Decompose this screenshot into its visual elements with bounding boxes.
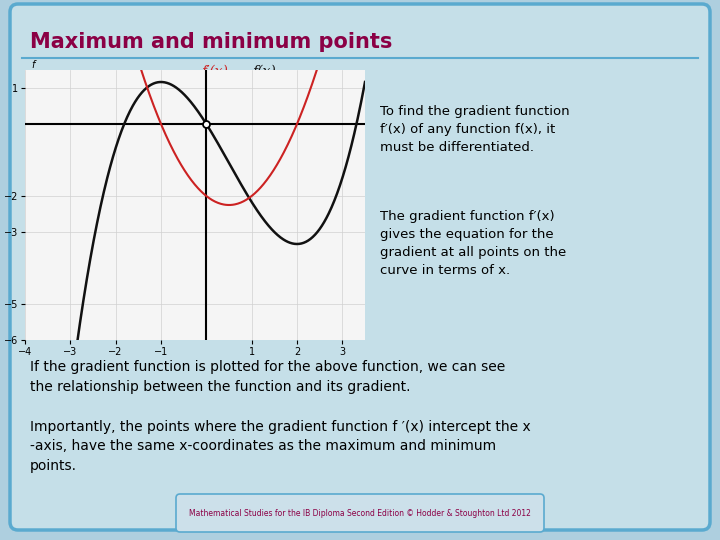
Text: Maximum and minimum points: Maximum and minimum points	[30, 32, 392, 52]
FancyBboxPatch shape	[10, 4, 710, 530]
Text: f′(x): f′(x)	[202, 65, 228, 79]
Text: To find the gradient function
f′(x) of any function f(x), it
must be differentia: To find the gradient function f′(x) of a…	[380, 105, 570, 154]
Text: Importantly, the points where the gradient function f ′(x) intercept the x
-axis: Importantly, the points where the gradie…	[30, 420, 531, 473]
FancyBboxPatch shape	[176, 494, 544, 532]
Text: f: f	[32, 60, 35, 70]
Text: If the gradient function is plotted for the above function, we can see
the relat: If the gradient function is plotted for …	[30, 360, 505, 394]
Text: Mathematical Studies for the IB Diploma Second Edition © Hodder & Stoughton Ltd : Mathematical Studies for the IB Diploma …	[189, 509, 531, 517]
Text: f(x): f(x)	[253, 65, 277, 79]
Text: The gradient function f′(x)
gives the equation for the
gradient at all points on: The gradient function f′(x) gives the eq…	[380, 210, 566, 277]
